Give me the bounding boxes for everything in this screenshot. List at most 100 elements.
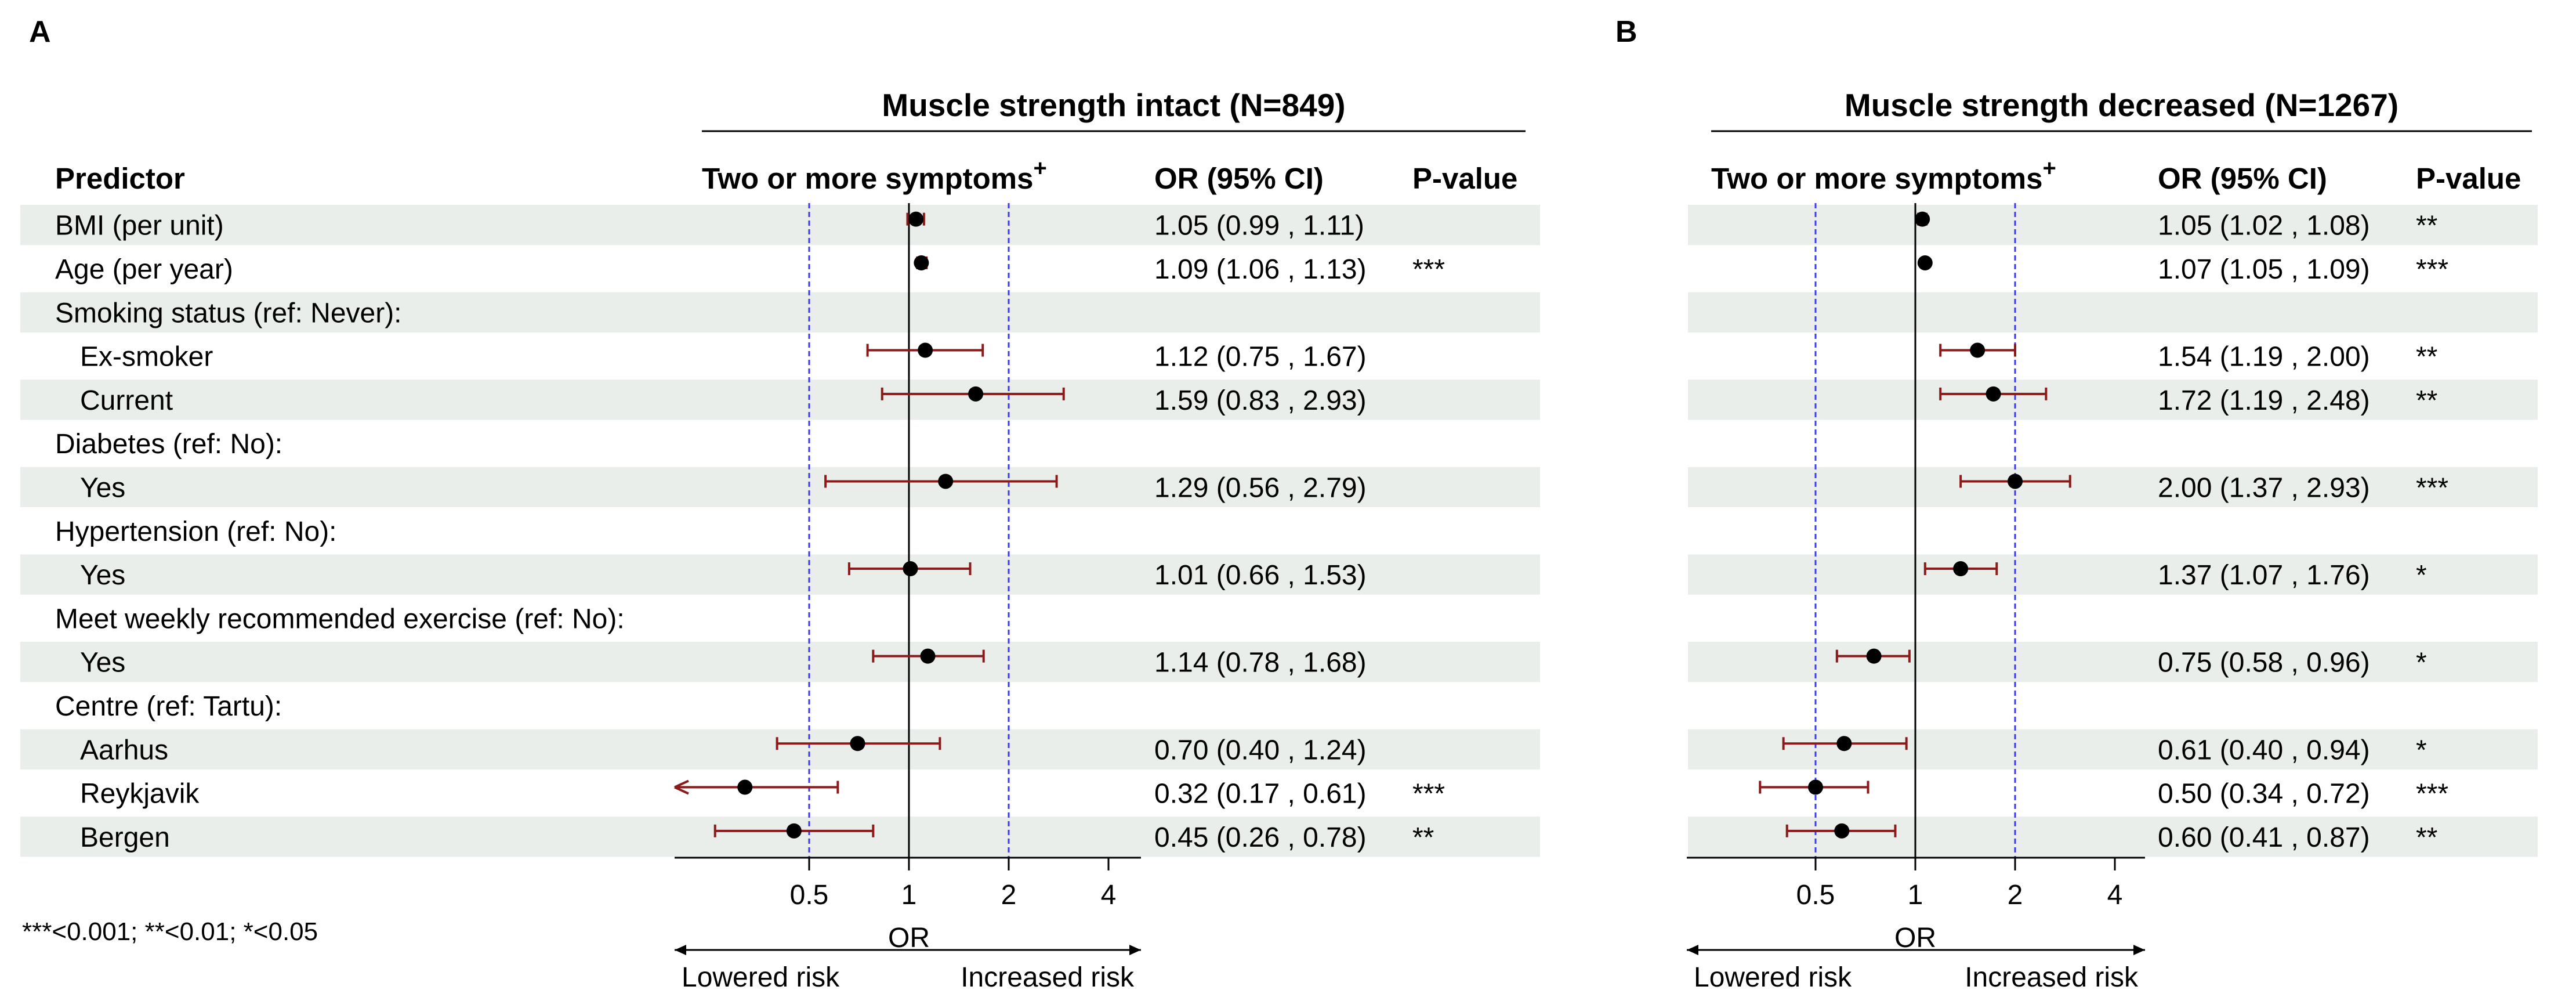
x-tick-label: 1 bbox=[901, 880, 917, 911]
or-ci-value: 1.05 (0.99 , 1.11) bbox=[1154, 211, 1364, 241]
predictor-label: Age (per year) bbox=[55, 254, 233, 285]
arrowhead-right bbox=[2133, 945, 2145, 955]
or-ci-value: 0.45 (0.26 , 0.78) bbox=[1154, 822, 1367, 853]
arrowhead-left bbox=[1687, 945, 1698, 955]
row-shade-band bbox=[1688, 642, 2538, 682]
p-value-stars: * bbox=[2416, 735, 2427, 765]
x-axis-title: OR bbox=[888, 923, 930, 953]
x-tick-label: 4 bbox=[2107, 880, 2123, 911]
predictor-label: Yes bbox=[80, 648, 125, 678]
row-shade-band bbox=[20, 642, 1540, 682]
row-shade-band bbox=[20, 205, 1540, 245]
p-value-stars: *** bbox=[2416, 254, 2448, 285]
p-value-header: P-value bbox=[1412, 162, 1517, 195]
or-ci-value: 1.29 (0.56 , 2.79) bbox=[1154, 472, 1367, 503]
predictor-label: Reykjavik bbox=[80, 779, 200, 810]
p-value-stars: *** bbox=[1412, 779, 1445, 810]
p-value-stars: * bbox=[2416, 648, 2427, 678]
p-value-stars: ** bbox=[2416, 211, 2437, 241]
row-shade-band bbox=[1688, 816, 2538, 857]
predictor-label: Centre (ref: Tartu): bbox=[55, 691, 282, 722]
row-shade-band bbox=[20, 729, 1540, 769]
p-value-stars: ** bbox=[2416, 822, 2437, 853]
row-shade-band bbox=[1688, 205, 2538, 245]
or-ci-value: 1.72 (1.19 , 2.48) bbox=[2158, 385, 2370, 416]
plot-header-superscript: + bbox=[2042, 156, 2056, 181]
or-ci-value: 1.37 (1.07 , 1.76) bbox=[2158, 560, 2370, 591]
or-ci-value: 1.09 (1.06 , 1.13) bbox=[1154, 254, 1367, 285]
p-value-stars: * bbox=[2416, 560, 2427, 591]
point-estimate bbox=[1917, 255, 1933, 270]
point-estimate bbox=[968, 386, 984, 402]
or-ci-value: 1.07 (1.05 , 1.09) bbox=[2158, 254, 2370, 285]
p-value-stars: *** bbox=[2416, 472, 2448, 503]
or-ci-value: 0.60 (0.41 , 0.87) bbox=[2158, 822, 2370, 853]
point-estimate bbox=[1866, 648, 1882, 664]
or-ci-header: OR (95% CI) bbox=[2158, 162, 2327, 195]
plot-column-header: Two or more symptoms+ bbox=[1711, 156, 2056, 195]
point-estimate bbox=[1808, 779, 1823, 795]
predictor-label: Bergen bbox=[80, 822, 170, 853]
or-ci-value: 0.70 (0.40 , 1.24) bbox=[1154, 735, 1367, 765]
predictor-header: Predictor bbox=[55, 162, 185, 195]
or-ci-value: 1.14 (0.78 , 1.68) bbox=[1154, 648, 1367, 678]
predictor-label: Aarhus bbox=[80, 735, 168, 765]
or-ci-value: 1.01 (0.66 , 1.53) bbox=[1154, 560, 1367, 591]
x-tick-label: 2 bbox=[1001, 880, 1017, 911]
predictor-label: Yes bbox=[80, 560, 125, 591]
row-shade-band bbox=[1688, 554, 2538, 595]
predictor-label: Yes bbox=[80, 472, 125, 503]
point-estimate bbox=[737, 779, 753, 795]
direction-label-lowered: Lowered risk bbox=[1694, 962, 1852, 993]
row-shade-band bbox=[1688, 380, 2538, 420]
or-ci-value: 0.61 (0.40 , 0.94) bbox=[2158, 735, 2370, 765]
or-ci-value: 0.75 (0.58 , 0.96) bbox=[2158, 648, 2370, 678]
p-value-stars: *** bbox=[2416, 779, 2448, 810]
row-shade-band bbox=[20, 380, 1540, 420]
row-shade-band bbox=[20, 554, 1540, 595]
ci-clip-arrow bbox=[674, 779, 689, 795]
row-shade-band bbox=[20, 292, 1540, 333]
panel-title: Muscle strength decreased (N=1267) bbox=[1845, 87, 2399, 123]
or-ci-value: 0.50 (0.34 , 0.72) bbox=[2158, 779, 2370, 810]
plot-column-header: Two or more symptoms+ bbox=[702, 156, 1047, 195]
or-ci-value: 0.32 (0.17 , 0.61) bbox=[1154, 779, 1367, 810]
row-shade-band bbox=[20, 467, 1540, 508]
point-estimate bbox=[914, 255, 929, 270]
p-value-stars: *** bbox=[1412, 254, 1445, 285]
predictor-label: Ex-smoker bbox=[80, 342, 213, 373]
point-estimate bbox=[1836, 736, 1852, 752]
panel-letter: A bbox=[29, 15, 51, 49]
point-estimate bbox=[938, 474, 954, 489]
p-value-header: P-value bbox=[2416, 162, 2521, 195]
direction-label-increased: Increased risk bbox=[1965, 962, 2139, 993]
x-tick-label: 0.5 bbox=[1796, 880, 1835, 911]
or-ci-value: 1.54 (1.19 , 2.00) bbox=[2158, 342, 2370, 373]
direction-label-lowered: Lowered risk bbox=[682, 962, 840, 993]
point-estimate bbox=[1970, 342, 1986, 358]
plot-header-superscript: + bbox=[1033, 156, 1046, 181]
point-estimate bbox=[1986, 386, 2001, 402]
row-shade-band bbox=[20, 816, 1540, 857]
x-tick-label: 2 bbox=[2008, 880, 2023, 911]
point-estimate bbox=[2008, 474, 2023, 489]
predictor-label: Current bbox=[80, 385, 173, 416]
point-estimate bbox=[850, 736, 865, 752]
predictor-label: BMI (per unit) bbox=[55, 211, 224, 241]
point-estimate bbox=[920, 648, 936, 664]
row-shade-band bbox=[1688, 729, 2538, 769]
p-value-stars: ** bbox=[1412, 822, 1434, 853]
x-tick-label: 0.5 bbox=[790, 880, 829, 911]
direction-label-increased: Increased risk bbox=[961, 962, 1135, 993]
point-estimate bbox=[786, 823, 802, 839]
predictor-label: Diabetes (ref: No): bbox=[55, 429, 282, 460]
or-ci-header: OR (95% CI) bbox=[1154, 162, 1324, 195]
p-value-stars: ** bbox=[2416, 385, 2437, 416]
arrowhead-left bbox=[675, 945, 686, 955]
arrowhead-right bbox=[1129, 945, 1141, 955]
point-estimate bbox=[903, 561, 918, 577]
or-ci-value: 1.05 (1.02 , 1.08) bbox=[2158, 211, 2370, 241]
x-axis-title: OR bbox=[1894, 923, 1936, 953]
predictor-label: Meet weekly recommended exercise (ref: N… bbox=[55, 604, 625, 634]
predictor-label: Hypertension (ref: No): bbox=[55, 516, 337, 547]
